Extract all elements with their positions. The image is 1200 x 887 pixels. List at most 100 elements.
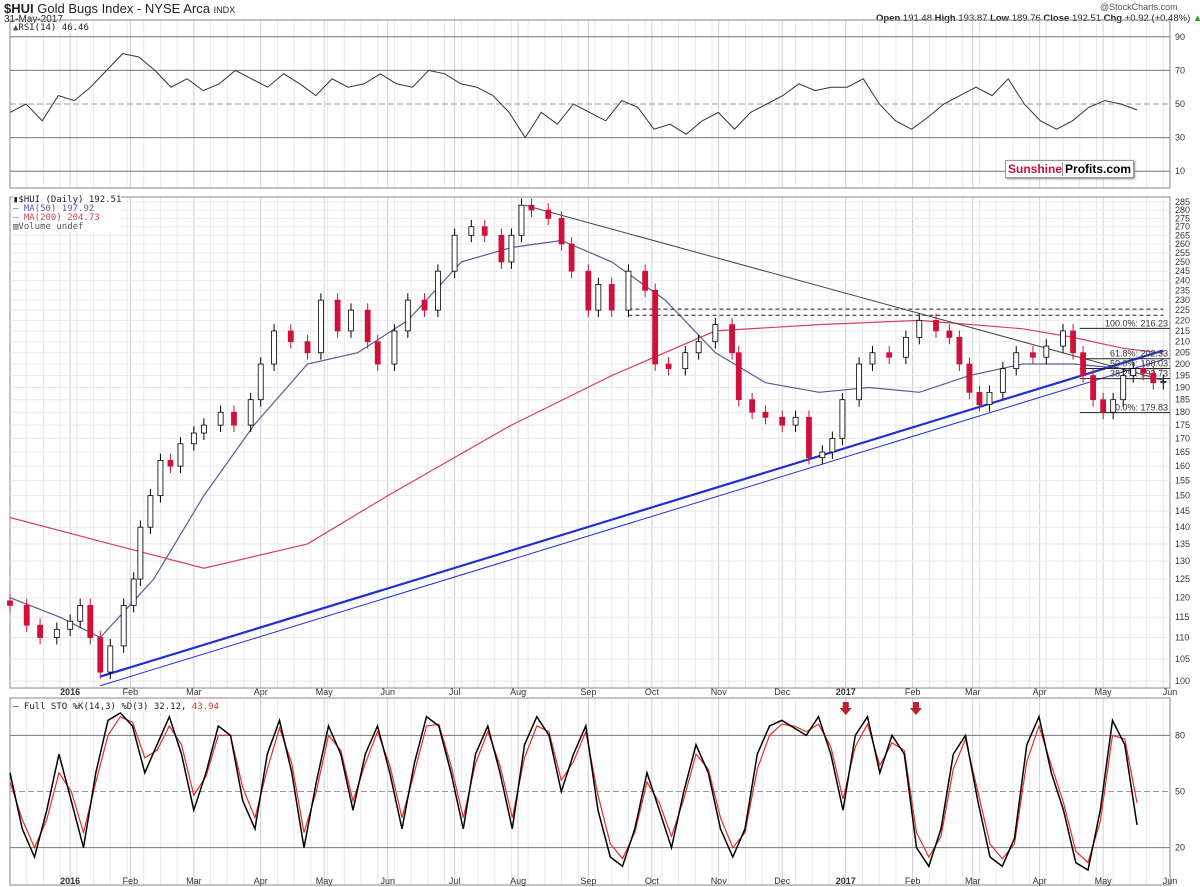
up-triangle-icon: ▲	[1192, 13, 1200, 24]
candle	[271, 330, 277, 365]
price-tick-label: 240	[1175, 276, 1190, 286]
candle	[231, 411, 237, 426]
candle	[87, 605, 94, 638]
trendline	[100, 359, 1164, 687]
candle	[642, 270, 649, 291]
price-title: $HUI (Daily) 192.51	[18, 195, 122, 205]
candle	[97, 637, 104, 673]
month-label-bottom: Mar	[186, 876, 202, 886]
month-label-bottom: Feb	[123, 876, 139, 886]
candle	[665, 363, 672, 370]
price-tick-label: 150	[1175, 491, 1190, 501]
month-label: Apr	[1033, 687, 1047, 697]
candle	[712, 324, 719, 343]
candle	[682, 352, 689, 370]
down-arrow-icon	[909, 702, 922, 715]
month-label-bottom: Aug	[510, 876, 526, 886]
month-label-bottom: Mar	[965, 876, 981, 886]
price-tick-label: 165	[1175, 447, 1190, 457]
sto-title: Full STO %K(14,3) %D(3)	[23, 702, 149, 712]
candle	[107, 645, 114, 673]
candle	[819, 451, 826, 459]
candle	[1130, 368, 1137, 377]
month-label-bottom: Nov	[711, 876, 728, 886]
candle	[498, 234, 505, 263]
candle	[157, 460, 164, 497]
price-tick-label: 105	[1175, 654, 1190, 664]
candle	[1060, 330, 1066, 347]
candle	[856, 363, 863, 401]
volume-label: Volume undef	[18, 222, 84, 232]
candle	[792, 416, 799, 426]
month-label-bottom: May	[1095, 876, 1113, 886]
month-label-bottom: Apr	[254, 876, 268, 886]
candle	[806, 416, 812, 459]
sto-tick-label: 80	[1175, 730, 1185, 740]
price-tick-label: 140	[1175, 522, 1190, 532]
candle	[1043, 345, 1050, 358]
trendline	[99, 349, 1164, 678]
sto-tick-label: 20	[1175, 843, 1185, 853]
candle	[1013, 352, 1020, 370]
price-tick-label: 205	[1175, 348, 1190, 358]
price-panel-frame	[9, 196, 1171, 689]
candle	[1110, 399, 1117, 413]
candle	[77, 605, 84, 622]
candle	[916, 320, 923, 338]
candle	[518, 204, 525, 236]
volume-legend: ▥Volume undef	[13, 223, 121, 232]
price-tick-label: 155	[1175, 476, 1190, 486]
chg-label: Chg	[1103, 13, 1123, 24]
candle	[120, 605, 127, 647]
candle	[1100, 399, 1107, 413]
price-tick-label: 135	[1175, 539, 1190, 549]
down-arrow-icon	[839, 702, 852, 715]
candle	[1150, 372, 1157, 384]
candle	[137, 526, 144, 580]
candle	[508, 234, 515, 263]
candle-icon: ▮	[13, 195, 19, 205]
logo-part1: Sunshine	[1008, 162, 1063, 176]
rsi-tick-label: 50	[1175, 99, 1185, 109]
symbol: $HUI	[4, 1, 34, 16]
month-label: Feb	[905, 687, 921, 697]
candle	[986, 391, 993, 406]
logo-part2: Profits.com	[1062, 162, 1132, 176]
price-tick-label: 145	[1175, 506, 1190, 516]
candle	[434, 270, 441, 311]
month-label-bottom: May	[316, 876, 334, 886]
sto-d-value: 43.94	[191, 702, 219, 712]
month-label: Mar	[186, 687, 202, 697]
sto-legend: — Full STO %K(14,3) %D(3) 32.12, 43.94	[13, 702, 219, 712]
price-tick-label: 175	[1175, 420, 1190, 430]
month-label: Oct	[645, 687, 660, 697]
index-name: Gold Bugs Index - NYSE Arca	[37, 1, 210, 16]
candle	[364, 309, 371, 343]
low-value: 189.76	[1011, 13, 1041, 24]
month-label: 2017	[836, 687, 856, 697]
month-label: Jun	[1163, 687, 1178, 697]
candle	[1160, 381, 1167, 384]
price-tick-label: 260	[1175, 239, 1190, 249]
candle	[839, 399, 846, 439]
candle	[317, 299, 324, 354]
ohlc-readout: Open 191.48 High 193.87 Low 189.76 Close…	[876, 13, 1200, 24]
candle	[595, 284, 602, 311]
candle	[334, 299, 341, 332]
open-label: Open	[876, 13, 901, 24]
close-label: Close	[1043, 13, 1070, 24]
price-tick-label: 210	[1175, 337, 1190, 347]
price-tick-label: 215	[1175, 326, 1190, 336]
candle	[652, 289, 659, 365]
candle	[1120, 375, 1127, 401]
sto-tick-label: 50	[1175, 787, 1185, 797]
month-label-bottom: Jul	[449, 876, 461, 886]
month-label-bottom: 2016	[60, 876, 80, 886]
rsi-tick-label: 70	[1175, 65, 1185, 75]
month-label: May	[316, 687, 334, 697]
candle	[287, 330, 294, 343]
month-label: Jun	[380, 687, 395, 697]
price-tick-label: 180	[1175, 407, 1190, 417]
price-tick-label: 245	[1175, 266, 1190, 276]
